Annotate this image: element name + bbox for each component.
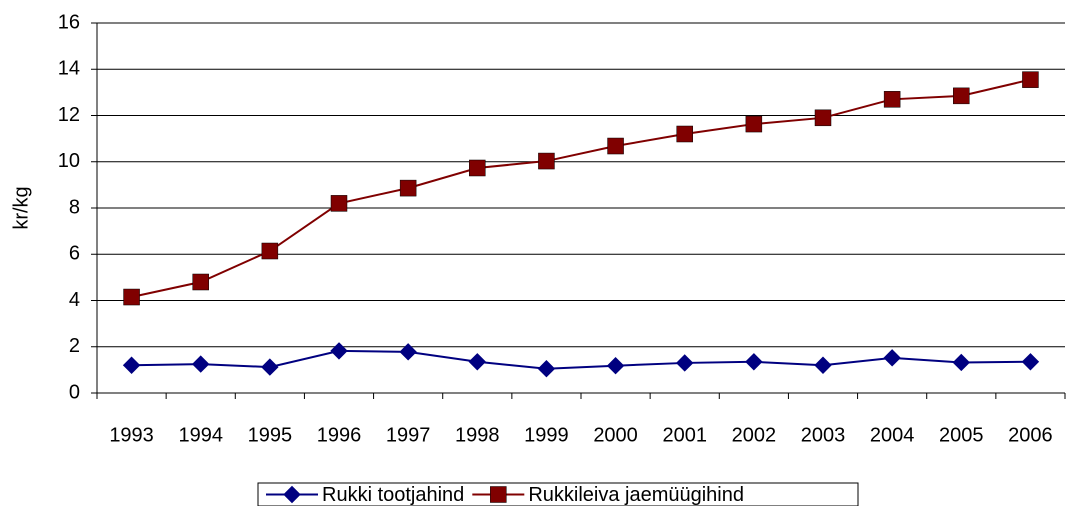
point bbox=[953, 87, 970, 105]
x-tick-label: 1997 bbox=[386, 424, 431, 446]
y-tick-label: 14 bbox=[58, 58, 80, 80]
point bbox=[538, 152, 555, 170]
point bbox=[676, 354, 694, 372]
point bbox=[261, 242, 279, 260]
point bbox=[607, 137, 624, 155]
point bbox=[1022, 71, 1039, 88]
point bbox=[606, 357, 625, 375]
series-line bbox=[131, 349, 1031, 370]
y-tick-label: 4 bbox=[69, 289, 80, 311]
point bbox=[883, 91, 901, 108]
x-tick-label: 1995 bbox=[248, 424, 293, 446]
point bbox=[468, 353, 486, 371]
x-tick-label: 1998 bbox=[455, 424, 500, 446]
point bbox=[745, 115, 763, 133]
point bbox=[192, 273, 209, 291]
point bbox=[399, 343, 417, 361]
legend-marker bbox=[490, 486, 507, 503]
point bbox=[330, 342, 348, 360]
point bbox=[261, 358, 279, 376]
y-tick-label: 16 bbox=[58, 11, 80, 33]
legend-marker bbox=[283, 485, 301, 504]
x-tick-label: 2004 bbox=[870, 424, 915, 446]
point bbox=[676, 125, 693, 143]
y-axis-label: kr/kg bbox=[10, 186, 32, 229]
y-tick-label: 10 bbox=[58, 150, 80, 172]
y-tick-label: 6 bbox=[69, 243, 80, 265]
x-tick-label: 2001 bbox=[662, 424, 707, 446]
legend-box bbox=[257, 482, 859, 506]
y-tick-label: 12 bbox=[58, 104, 80, 126]
y-tick-label: 2 bbox=[69, 335, 80, 357]
x-tick-label: 2005 bbox=[939, 424, 984, 446]
x-tick-label: 2002 bbox=[732, 424, 777, 446]
point bbox=[122, 356, 141, 374]
point bbox=[123, 288, 140, 306]
series-line bbox=[131, 78, 1031, 299]
point bbox=[399, 179, 417, 197]
point bbox=[745, 353, 763, 371]
legend-label: Rukki tootjahind bbox=[322, 484, 464, 506]
x-tick-label: 1996 bbox=[317, 424, 362, 446]
legend-label: Rukkileiva jaemüügihind bbox=[528, 484, 744, 506]
y-tick-label: 0 bbox=[69, 381, 80, 403]
x-tick-label: 2003 bbox=[801, 424, 846, 446]
x-tick-label: 1993 bbox=[109, 424, 154, 446]
point bbox=[537, 360, 556, 378]
x-tick-label: 1994 bbox=[178, 424, 223, 446]
point bbox=[883, 349, 901, 367]
point bbox=[469, 159, 486, 177]
point bbox=[952, 353, 970, 372]
point bbox=[330, 195, 348, 212]
x-tick-label: 2000 bbox=[593, 424, 638, 446]
x-tick-label: 2006 bbox=[1008, 424, 1053, 446]
point bbox=[814, 356, 832, 374]
x-tick-label: 1999 bbox=[524, 424, 569, 446]
point bbox=[192, 355, 210, 373]
y-tick-label: 8 bbox=[69, 196, 80, 218]
point bbox=[814, 109, 832, 127]
point bbox=[1021, 353, 1040, 371]
